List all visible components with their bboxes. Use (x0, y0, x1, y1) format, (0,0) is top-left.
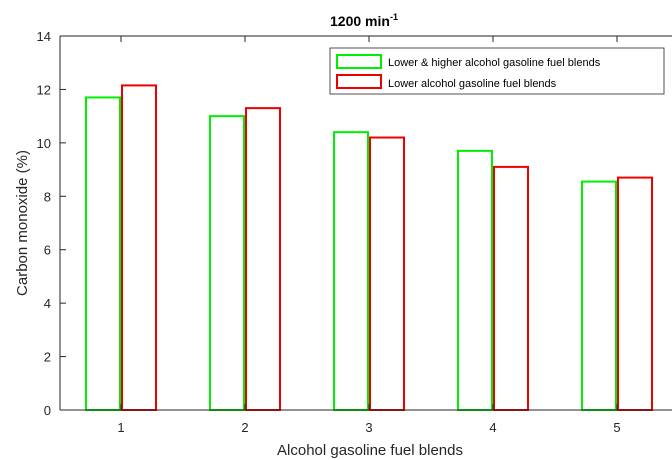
y-tick-label: 4 (44, 296, 51, 311)
legend-swatch-lower (336, 74, 382, 89)
chart-title: 1200 min-1 (330, 12, 398, 29)
y-axis-label: Carbon monoxide (%) (14, 150, 31, 296)
legend-label-lower-higher: Lower & higher alcohol gasoline fuel ble… (388, 57, 601, 69)
legend-box (329, 47, 665, 95)
plot-area (60, 36, 672, 410)
y-tick-label: 10 (37, 136, 51, 151)
x-tick-label: 4 (489, 420, 496, 435)
x-tick-label: 3 (365, 420, 372, 435)
y-tick-label: 2 (44, 350, 51, 365)
legend-swatch-lower-higher (336, 54, 382, 69)
x-tick-label: 2 (241, 420, 248, 435)
y-tick-label: 14 (37, 29, 51, 44)
x-tick-label: 5 (613, 420, 620, 435)
x-tick-label: 1 (117, 420, 124, 435)
legend: Lower & higher alcohol gasoline fuel ble… (329, 47, 665, 95)
legend-label-lower: Lower alcohol gasoline fuel blends (388, 78, 557, 90)
y-tick-label: 8 (44, 189, 51, 204)
x-axis-label: Alcohol gasoline fuel blends (277, 442, 463, 459)
y-tick-label: 6 (44, 243, 51, 258)
y-tick-label: 0 (44, 403, 51, 418)
y-tick-label: 12 (37, 82, 51, 97)
